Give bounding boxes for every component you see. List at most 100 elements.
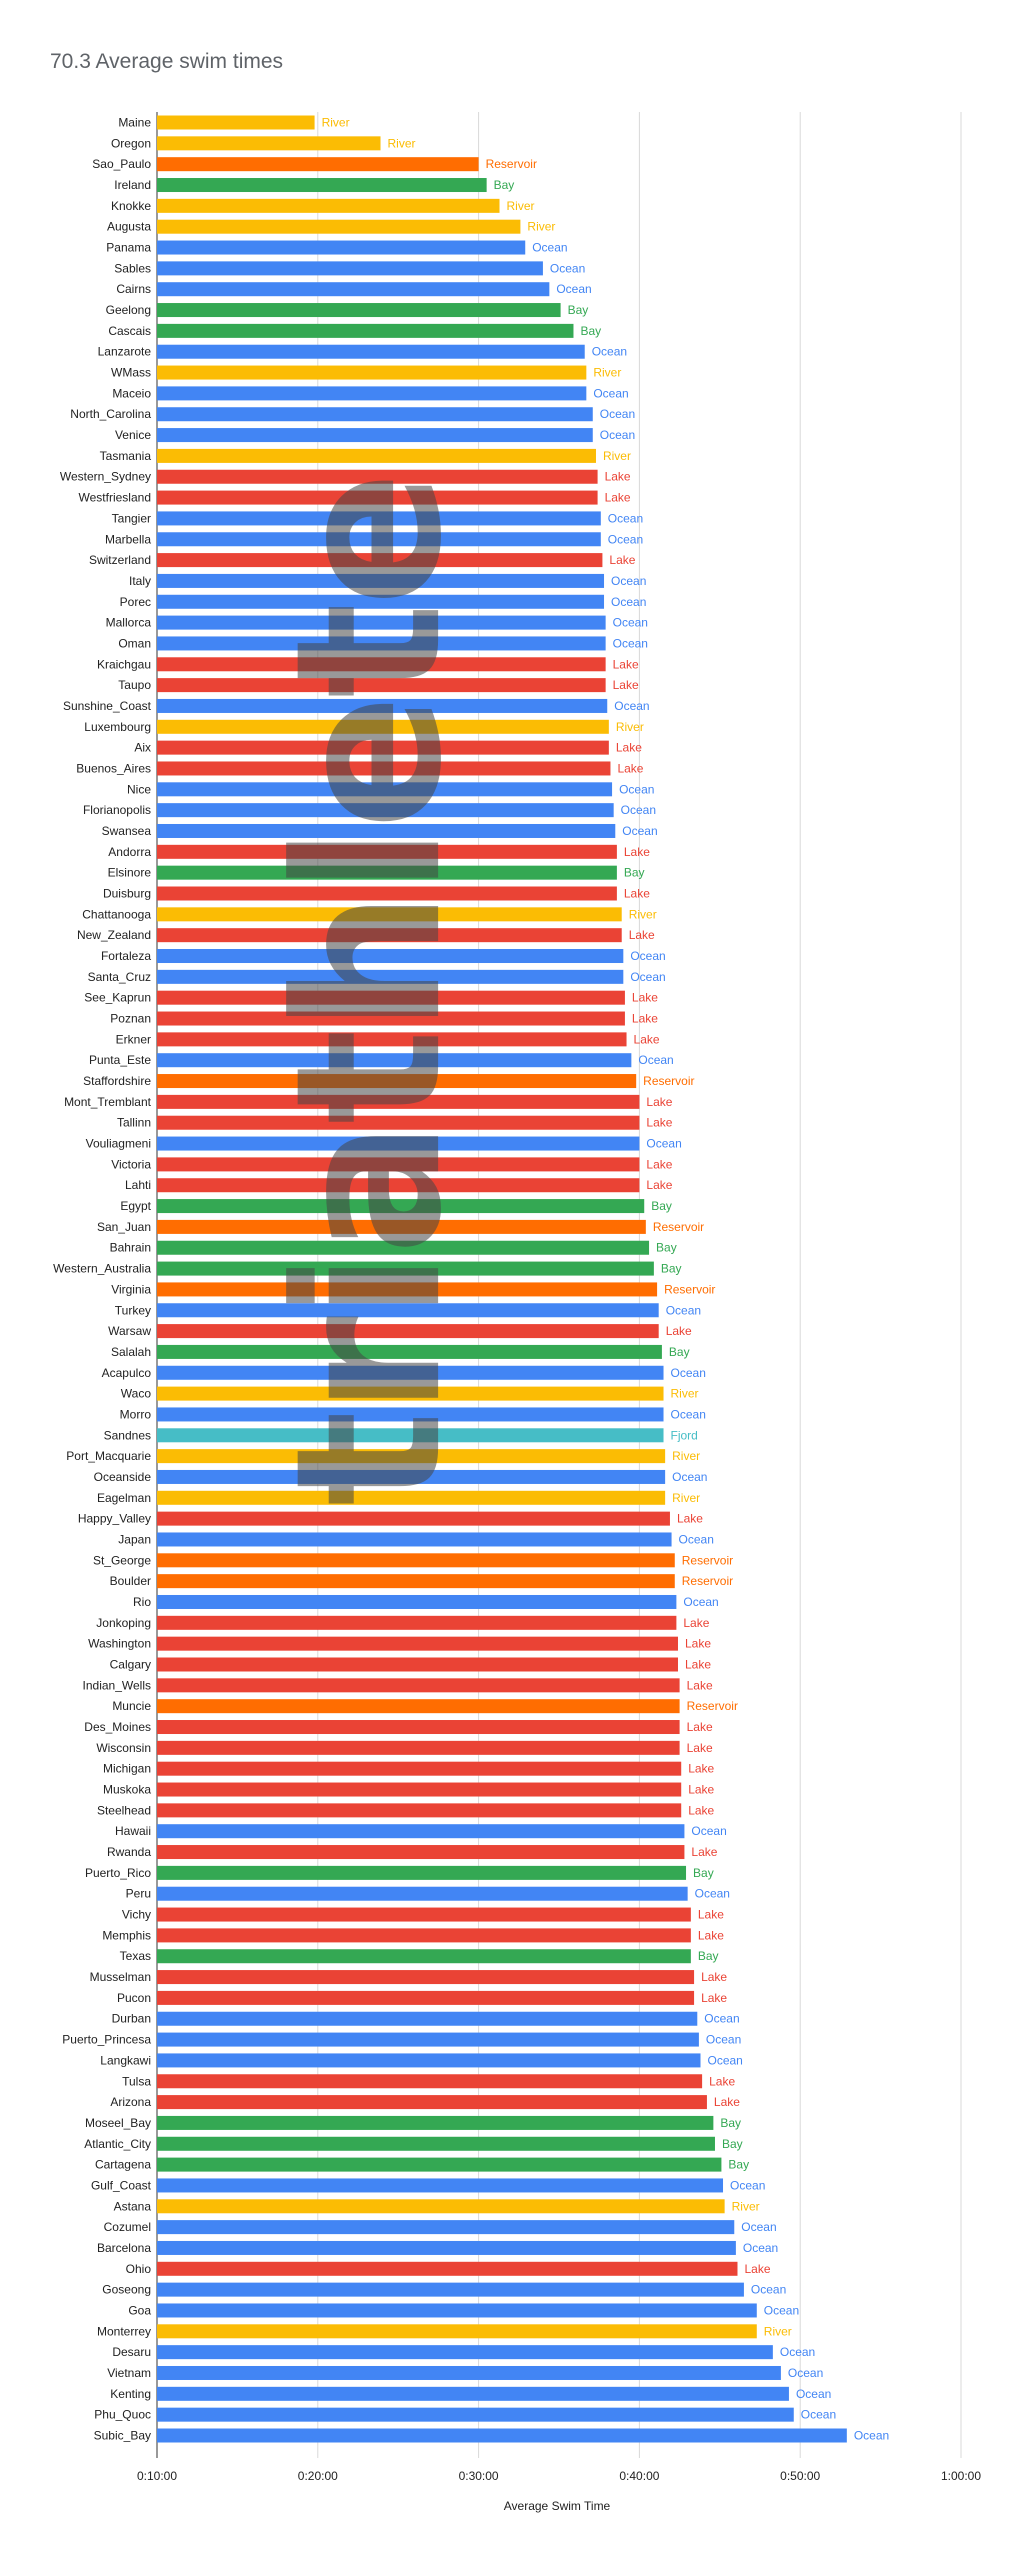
category-label: Oceanside	[94, 1470, 152, 1484]
bar	[157, 1803, 682, 1818]
x-tick-label: 0:20:00	[298, 2469, 338, 2483]
x-axis-title: Average Swim Time	[504, 2499, 611, 2513]
data-label: Ocean	[600, 428, 635, 442]
data-label: Bay	[669, 1345, 690, 1359]
bar	[157, 1699, 680, 1714]
category-label: Punta_Este	[89, 1053, 151, 1067]
data-label: Ocean	[613, 636, 648, 650]
category-label: Elsinore	[108, 866, 152, 880]
data-label: Lake	[616, 741, 642, 755]
category-label: Texas	[120, 1949, 151, 1963]
bar	[157, 1678, 680, 1693]
data-label: Ocean	[666, 1303, 701, 1317]
data-labels: River River Reservoir Bay River River Ocean Oce…	[322, 116, 890, 2443]
data-label: Lake	[646, 1157, 672, 1171]
data-label: Lake	[632, 1012, 658, 1026]
x-tick-label: 0:50:00	[780, 2469, 820, 2483]
category-label: Sunshine_Coast	[63, 699, 152, 713]
data-label: Bay	[656, 1241, 677, 1255]
category-label: Eagelman	[97, 1491, 151, 1505]
data-label: Lake	[709, 2074, 735, 2088]
bar	[157, 2136, 715, 2151]
category-label: Tallinn	[117, 1116, 151, 1130]
bar	[157, 719, 609, 734]
category-label: Ireland	[114, 178, 151, 192]
bar	[157, 1574, 675, 1589]
data-label: Bay	[624, 866, 645, 880]
category-label: Kenting	[110, 2387, 151, 2401]
category-label: Virginia	[111, 1282, 151, 1296]
bar	[157, 1740, 680, 1755]
data-label: Lake	[605, 491, 631, 505]
category-label: Italy	[129, 574, 151, 588]
category-label: Cozumel	[104, 2220, 151, 2234]
bar	[157, 1094, 640, 1109]
data-label: Ocean	[706, 2033, 741, 2047]
category-label: St_George	[93, 1553, 151, 1567]
data-label: River	[672, 1491, 700, 1505]
category-label: Memphis	[102, 1928, 151, 1942]
bar	[157, 323, 574, 338]
data-label: Ocean	[622, 824, 657, 838]
category-label: Maceio	[112, 386, 151, 400]
data-label: Lake	[714, 2095, 740, 2109]
bar	[157, 115, 315, 130]
bar	[157, 1928, 691, 1943]
category-label: Marbella	[105, 532, 151, 546]
category-label: Goa	[128, 2303, 151, 2317]
category-label: Western_Sydney	[60, 470, 151, 484]
bar	[157, 761, 611, 776]
data-label: Lake	[687, 1678, 713, 1692]
data-label: Lake	[632, 991, 658, 1005]
data-label: River	[527, 220, 555, 234]
category-label: Lahti	[125, 1178, 151, 1192]
bar	[157, 1449, 666, 1464]
bar	[157, 386, 587, 401]
category-label: Vichy	[122, 1908, 151, 1922]
category-label: Port_Macquarie	[66, 1449, 151, 1463]
category-label: Wisconsin	[96, 1741, 151, 1755]
data-label: Bay	[661, 1262, 682, 1276]
bar	[157, 886, 617, 901]
data-label: Ocean	[741, 2220, 776, 2234]
data-label: River	[322, 116, 350, 130]
bar	[157, 1157, 640, 1172]
category-label: Maine	[118, 116, 151, 130]
bar	[157, 657, 606, 672]
category-label: Sandnes	[104, 1428, 151, 1442]
bar	[157, 2428, 847, 2443]
bar	[157, 1428, 664, 1443]
category-label: Luxembourg	[84, 720, 151, 734]
category-label: Musselman	[90, 1970, 151, 1984]
category-label: Augusta	[107, 220, 151, 234]
data-label: Ocean	[593, 386, 628, 400]
bar	[157, 219, 521, 234]
category-label: Warsaw	[108, 1324, 151, 1338]
category-label: Sables	[114, 261, 151, 275]
data-label: Lake	[677, 1512, 703, 1526]
bar	[157, 2220, 735, 2235]
bar	[157, 1636, 678, 1651]
category-label: Mallorca	[106, 616, 152, 630]
category-label: Tangier	[112, 511, 151, 525]
bar	[157, 1490, 666, 1505]
category-label: Rwanda	[107, 1845, 151, 1859]
data-label: Ocean	[751, 2283, 786, 2297]
category-label: Aix	[134, 741, 151, 755]
category-label: Staffordshire	[83, 1074, 151, 1088]
data-label: Ocean	[608, 511, 643, 525]
bar	[157, 198, 500, 213]
bar	[157, 1115, 640, 1130]
bar	[157, 2178, 724, 2193]
data-label: Lake	[624, 887, 650, 901]
category-label: Puerto_Princesa	[62, 2033, 151, 2047]
data-label: Lake	[687, 1741, 713, 1755]
data-label: Ocean	[600, 407, 635, 421]
bar	[157, 949, 624, 964]
bar	[157, 740, 609, 755]
bar	[157, 1886, 688, 1901]
category-label: Gulf_Coast	[91, 2178, 152, 2192]
bar	[157, 636, 606, 651]
category-label: Chattanooga	[82, 907, 151, 921]
category-label: Happy_Valley	[78, 1512, 151, 1526]
